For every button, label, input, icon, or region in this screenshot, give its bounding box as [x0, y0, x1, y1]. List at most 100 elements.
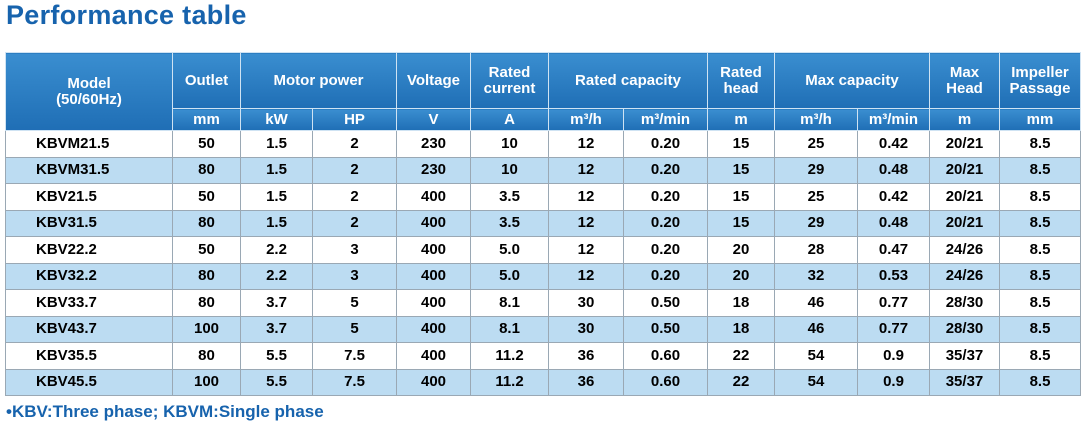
unit-header: m³/h [548, 108, 624, 131]
data-cell: 50 [172, 236, 241, 264]
data-cell: 20 [707, 236, 775, 264]
data-cell: 0.60 [623, 342, 708, 370]
data-cell: 3.5 [470, 183, 549, 211]
data-cell: 80 [172, 342, 241, 370]
unit-header: m [929, 108, 1000, 131]
data-cell: 22 [707, 342, 775, 370]
data-cell: 8.5 [999, 342, 1081, 370]
data-cell: 0.60 [623, 368, 708, 396]
data-cell: 400 [396, 209, 471, 237]
data-cell: 36 [548, 342, 624, 370]
data-cell: 8.5 [999, 209, 1081, 237]
data-cell: 24/26 [929, 236, 1000, 264]
data-cell: 0.20 [623, 183, 708, 211]
data-cell: 5 [312, 289, 397, 317]
column-header: Rated capacity [548, 52, 708, 109]
data-cell: 12 [548, 209, 624, 237]
data-cell: 50 [172, 130, 241, 158]
data-cell: 80 [172, 262, 241, 290]
data-cell: 15 [707, 156, 775, 184]
data-cell: 0.42 [857, 130, 930, 158]
data-cell: 29 [774, 156, 858, 184]
data-cell: 0.50 [623, 315, 708, 343]
data-cell: 5 [312, 315, 397, 343]
data-cell: 8.5 [999, 156, 1081, 184]
data-cell: 3 [312, 236, 397, 264]
data-cell: 8.5 [999, 368, 1081, 396]
data-cell: 28/30 [929, 289, 1000, 317]
data-cell: 0.20 [623, 156, 708, 184]
data-cell: 7.5 [312, 342, 397, 370]
data-cell: 30 [548, 315, 624, 343]
data-cell: 20/21 [929, 156, 1000, 184]
data-cell: 230 [396, 156, 471, 184]
data-cell: 46 [774, 315, 858, 343]
data-row: KBVM21.5 50 1.5 2 230 10 12 0.20 15 25 0.42 20/21 8.… [5, 130, 1081, 158]
data-cell: 3.7 [240, 289, 313, 317]
data-cell: 8.5 [999, 236, 1081, 264]
model-cell: KBV45.5 [5, 368, 173, 396]
data-cell: 1.5 [240, 209, 313, 237]
data-cell: 32 [774, 262, 858, 290]
data-cell: 2.2 [240, 262, 313, 290]
data-cell: 35/37 [929, 368, 1000, 396]
data-cell: 10 [470, 156, 549, 184]
data-cell: 400 [396, 236, 471, 264]
data-cell: 28 [774, 236, 858, 264]
data-cell: 5.5 [240, 368, 313, 396]
data-cell: 80 [172, 209, 241, 237]
model-cell: KBV32.2 [5, 262, 173, 290]
data-cell: 2 [312, 156, 397, 184]
model-cell: KBV43.7 [5, 315, 173, 343]
model-cell: KBV33.7 [5, 289, 173, 317]
column-header: Max Head [929, 52, 1000, 109]
data-cell: 0.77 [857, 315, 930, 343]
data-cell: 28/30 [929, 315, 1000, 343]
data-cell: 5.5 [240, 342, 313, 370]
data-cell: 400 [396, 183, 471, 211]
data-cell: 54 [774, 368, 858, 396]
data-row: KBV32.2 80 2.2 3 400 5.0 12 0.20 20 32 0.53 24/26 8.… [5, 262, 1081, 290]
data-row: KBV31.5 80 1.5 2 400 3.5 12 0.20 15 29 0.48 20/21 8.… [5, 209, 1081, 237]
data-cell: 50 [172, 183, 241, 211]
data-cell: 0.9 [857, 368, 930, 396]
data-cell: 0.20 [623, 262, 708, 290]
column-header: Impeller Passage [999, 52, 1081, 109]
data-cell: 12 [548, 130, 624, 158]
data-cell: 8.5 [999, 183, 1081, 211]
data-cell: 8.1 [470, 289, 549, 317]
model-cell: KBV22.2 [5, 236, 173, 264]
data-cell: 25 [774, 183, 858, 211]
data-cell: 20/21 [929, 209, 1000, 237]
data-cell: 400 [396, 289, 471, 317]
model-cell: KBVM31.5 [5, 156, 173, 184]
data-cell: 22 [707, 368, 775, 396]
data-cell: 11.2 [470, 342, 549, 370]
data-row: KBV21.5 50 1.5 2 400 3.5 12 0.20 15 25 0.42 20/21 8.… [5, 183, 1081, 211]
unit-header: HP [312, 108, 397, 131]
column-header: Rated current [470, 52, 549, 109]
data-cell: 7.5 [312, 368, 397, 396]
data-cell: 5.0 [470, 262, 549, 290]
data-row: KBV43.7 100 3.7 5 400 8.1 30 0.50 18 46 0.77 28/30 8… [5, 315, 1081, 343]
data-cell: 15 [707, 130, 775, 158]
data-cell: 2.2 [240, 236, 313, 264]
data-cell: 11.2 [470, 368, 549, 396]
data-cell: 230 [396, 130, 471, 158]
data-cell: 3 [312, 262, 397, 290]
data-cell: 15 [707, 183, 775, 211]
unit-header: m³/h [774, 108, 858, 131]
data-cell: 400 [396, 342, 471, 370]
data-cell: 30 [548, 289, 624, 317]
data-row: KBV22.2 50 2.2 3 400 5.0 12 0.20 20 28 0.47 24/26 8.… [5, 236, 1081, 264]
data-cell: 35/37 [929, 342, 1000, 370]
model-cell: KBV35.5 [5, 342, 173, 370]
data-cell: 46 [774, 289, 858, 317]
column-header: Motor power [240, 52, 397, 109]
data-cell: 29 [774, 209, 858, 237]
unit-header: A [470, 108, 549, 131]
column-header: Model (50/60Hz) [5, 52, 173, 131]
data-row: KBV33.7 80 3.7 5 400 8.1 30 0.50 18 46 0.77 28/30 8.… [5, 289, 1081, 317]
